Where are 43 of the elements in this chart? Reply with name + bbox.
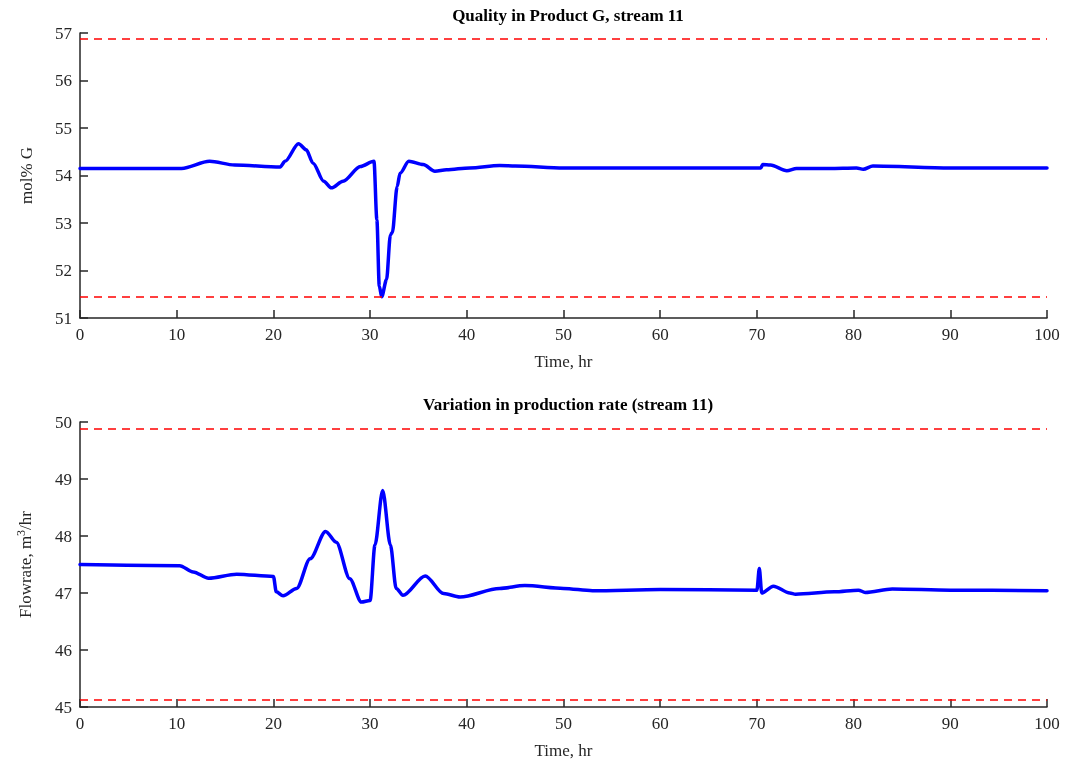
x-tick-label: 10 xyxy=(168,325,186,344)
x-tick-label: 20 xyxy=(264,325,282,344)
x-tick-label: 100 xyxy=(1034,325,1060,344)
line-series xyxy=(78,141,1049,299)
y-tick-label: 51 xyxy=(55,308,72,328)
y-tick-label: 53 xyxy=(55,213,72,233)
y-tick-label: 56 xyxy=(55,71,72,90)
x-tick-label: 70 xyxy=(748,714,766,733)
x-tick-label: 50 xyxy=(555,714,572,733)
x-tick-label: 30 xyxy=(361,325,379,344)
y-tick-label: 47 xyxy=(55,583,73,603)
y-tick-label: 57 xyxy=(55,23,73,43)
y-tick-label: 48 xyxy=(55,526,72,546)
x-tick-label: 100 xyxy=(1034,714,1060,733)
chart-title: Quality in Product G, stream 11 xyxy=(452,6,684,25)
x-tick-label: 90 xyxy=(941,714,959,733)
x-tick-label: 60 xyxy=(651,714,669,733)
x-tick-label: 0 xyxy=(75,325,85,344)
x-tick-label: 40 xyxy=(458,714,476,733)
y-tick-label: 45 xyxy=(55,697,72,717)
x-tick-label: 10 xyxy=(168,714,186,733)
x-tick-label: 0 xyxy=(75,714,85,733)
x-tick-label: 40 xyxy=(458,325,476,344)
y-tick-label: 49 xyxy=(55,469,72,489)
x-tick-label: 60 xyxy=(651,325,669,344)
y-tick-label: 46 xyxy=(55,640,72,660)
x-axis-title: Time, hr xyxy=(534,741,593,760)
x-tick-label: 50 xyxy=(555,325,572,344)
x-tick-label: 80 xyxy=(845,714,863,733)
y-axis-title: Flowrate, m3/hr xyxy=(14,510,35,619)
x-tick-label: 20 xyxy=(264,714,282,733)
x-tick-label: 90 xyxy=(941,325,959,344)
chart-title: Variation in production rate (stream 11) xyxy=(422,395,714,414)
y-tick-label: 55 xyxy=(55,118,72,138)
y-tick-label: 50 xyxy=(55,412,72,432)
line-series xyxy=(78,488,1049,604)
x-tick-label: 70 xyxy=(748,325,766,344)
x-tick-label: 30 xyxy=(361,714,379,733)
y-tick-label: 54 xyxy=(55,166,73,185)
x-tick-label: 80 xyxy=(845,325,863,344)
x-axis-title: Time, hr xyxy=(534,352,593,371)
y-tick-label: 52 xyxy=(55,261,72,280)
y-axis-title: mol% G xyxy=(17,146,36,205)
